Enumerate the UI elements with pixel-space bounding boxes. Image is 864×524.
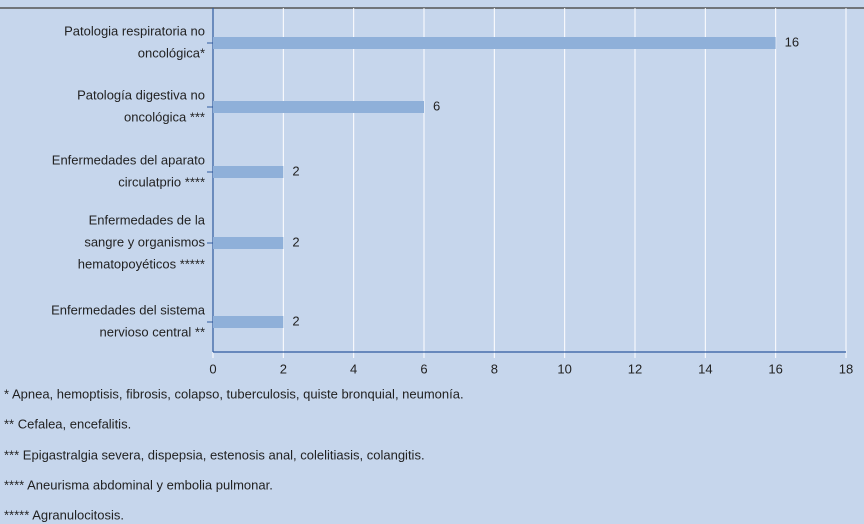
bar	[213, 166, 284, 178]
y-tick-label: Enfermedades del sistema	[51, 302, 206, 317]
x-tick-label: 10	[557, 361, 571, 376]
bar	[213, 101, 424, 113]
y-tick-label: nervioso central **	[100, 324, 206, 339]
value-label: 16	[785, 34, 799, 49]
bar	[213, 316, 284, 328]
y-tick-label: oncológica ***	[124, 109, 205, 124]
x-tick-label: 2	[280, 361, 287, 376]
footnote: ** Cefalea, encefalitis.	[4, 416, 131, 431]
x-tick-label: 18	[839, 361, 853, 376]
x-tick-label: 16	[768, 361, 782, 376]
x-tick-label: 8	[491, 361, 498, 376]
x-tick-label: 12	[628, 361, 642, 376]
footnote: *** Epigastralgia severa, dispepsia, est…	[4, 447, 425, 462]
y-tick-label: oncológica*	[138, 45, 205, 60]
footnote: **** Aneurisma abdominal y embolia pulmo…	[4, 477, 273, 492]
y-tick-label: Patología digestiva no	[77, 87, 205, 102]
footnote: ***** Agranulocitosis.	[4, 507, 124, 522]
x-tick-label: 14	[698, 361, 712, 376]
value-label: 6	[433, 98, 440, 113]
y-tick-label: Patologia respiratoria no	[64, 23, 205, 38]
y-tick-label: Enfermedades de la	[89, 212, 206, 227]
y-tick-label: hematopoyéticos *****	[78, 256, 205, 271]
value-label: 2	[292, 234, 299, 249]
y-tick-label: Enfermedades del aparato	[52, 152, 205, 167]
value-label: 2	[292, 163, 299, 178]
x-tick-label: 4	[350, 361, 357, 376]
bar	[213, 37, 776, 49]
value-label: 2	[292, 313, 299, 328]
footnote: * Apnea, hemoptisis, fibrosis, colapso, …	[4, 386, 464, 401]
bar	[213, 237, 284, 249]
y-tick-label: circulatprio ****	[118, 174, 205, 189]
x-tick-label: 0	[209, 361, 216, 376]
y-tick-label: sangre y organismos	[84, 234, 205, 249]
x-tick-label: 6	[420, 361, 427, 376]
